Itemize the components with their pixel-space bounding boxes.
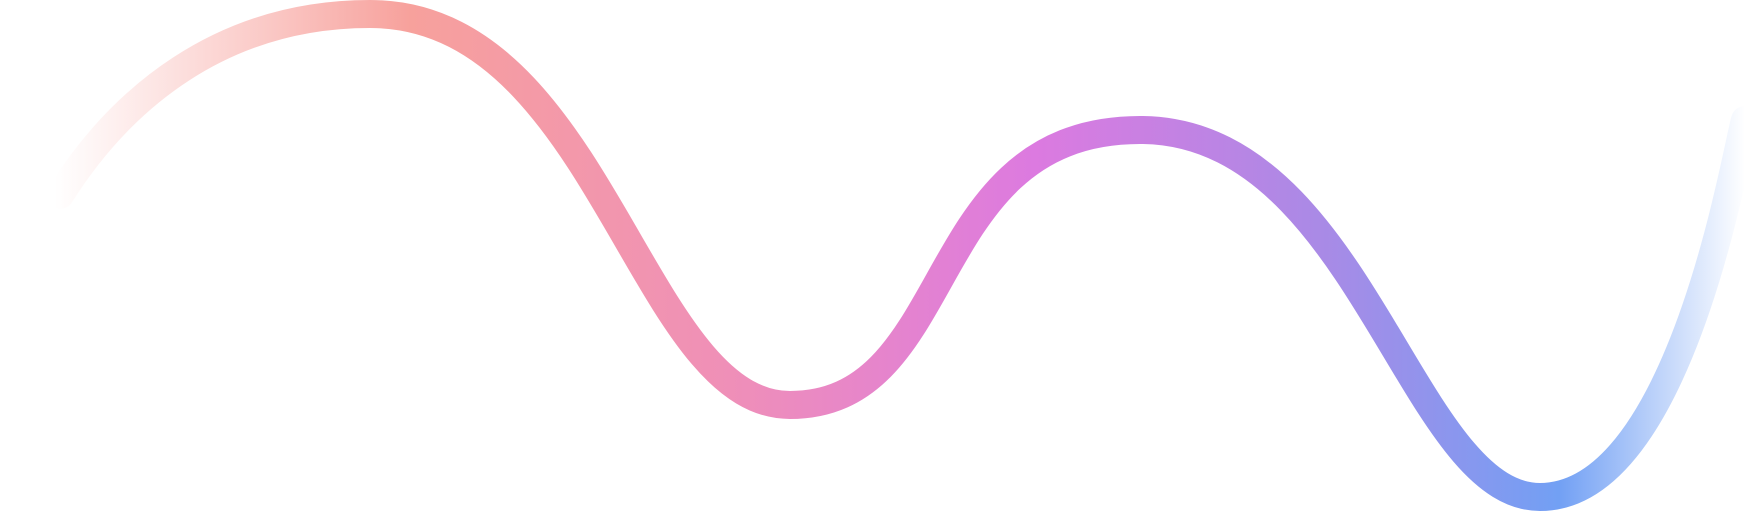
wave-stroke — [46, 0, 1759, 511]
